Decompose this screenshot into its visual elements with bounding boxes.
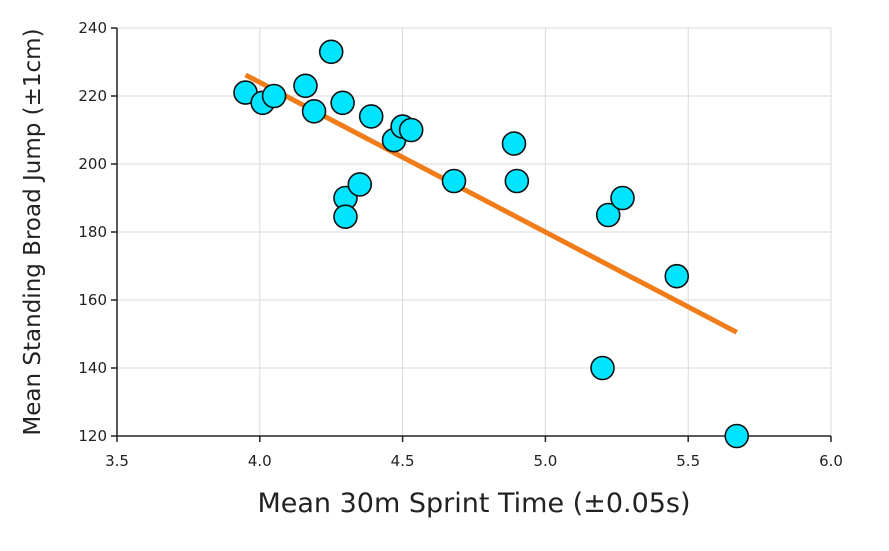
x-tick-label: 4.0	[248, 452, 272, 470]
y-tick-label: 220	[78, 87, 107, 105]
x-tick-label: 4.5	[391, 452, 415, 470]
data-point	[590, 355, 615, 381]
y-axis-title: Mean Standing Broad Jump (±1cm)	[20, 28, 46, 435]
y-tick-label: 140	[78, 359, 107, 377]
y-tick-label: 200	[78, 155, 107, 173]
data-point	[318, 39, 344, 65]
data-point	[301, 99, 327, 124]
data-point	[398, 117, 424, 143]
data-point	[664, 263, 690, 289]
y-tick-label: 240	[78, 19, 107, 37]
data-points	[233, 39, 750, 449]
data-point	[610, 185, 635, 211]
data-point	[330, 90, 355, 116]
x-tick-label: 3.5	[105, 452, 129, 470]
data-point	[333, 204, 358, 229]
data-point	[724, 423, 750, 449]
data-point	[595, 202, 621, 228]
data-point	[293, 73, 318, 99]
x-tick-label: 5.0	[533, 452, 557, 470]
trendline-group	[244, 72, 738, 335]
y-tick-label: 120	[78, 427, 107, 445]
data-point	[358, 104, 384, 129]
trendline	[244, 72, 738, 335]
x-tick-label: 5.5	[676, 452, 700, 470]
axes	[111, 27, 832, 442]
data-point	[261, 83, 287, 109]
x-axis-title: Mean 30m Sprint Time (±0.05s)	[257, 488, 690, 519]
x-tick-label: 6.0	[819, 452, 843, 470]
y-tick-label: 160	[78, 291, 107, 309]
x-tick-labels: 3.5 4.0 4.5 5.0 5.5 6.0	[105, 452, 843, 470]
y-tick-label: 180	[78, 223, 107, 241]
data-point	[501, 131, 527, 156]
data-point	[441, 168, 467, 194]
data-point	[347, 172, 373, 197]
data-point	[504, 168, 530, 194]
y-tick-labels: 120 140 160 180 200 220 240	[78, 19, 107, 445]
grid-lines	[117, 27, 832, 436]
